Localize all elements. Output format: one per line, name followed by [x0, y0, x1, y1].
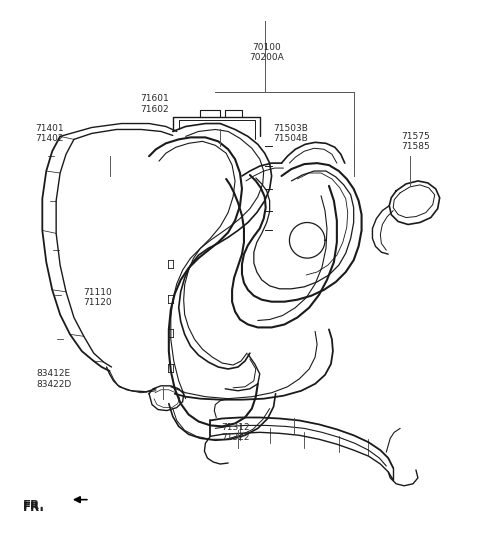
Text: 71312
71322: 71312 71322	[221, 423, 250, 443]
Text: FR.: FR.	[23, 499, 45, 512]
Text: 71503B
71504B: 71503B 71504B	[273, 124, 308, 143]
Text: 70100
70200A: 70100 70200A	[249, 43, 284, 62]
Text: 71401
71402: 71401 71402	[35, 124, 64, 143]
Text: 83412E
83422D: 83412E 83422D	[36, 369, 71, 389]
Text: 71575
71585: 71575 71585	[401, 132, 430, 151]
Text: FR.: FR.	[23, 501, 45, 514]
Text: 71601
71602: 71601 71602	[140, 94, 169, 113]
Text: 71110
71120: 71110 71120	[84, 288, 112, 307]
